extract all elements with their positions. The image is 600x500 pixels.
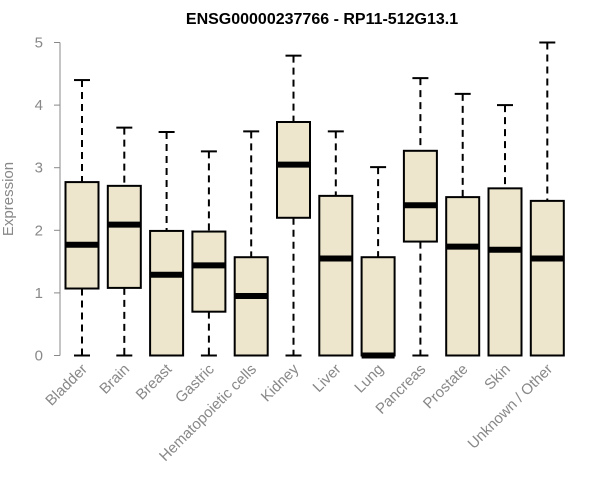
- box-4: [233, 130, 269, 357]
- y-tick-label: 3: [35, 160, 43, 177]
- box-9: [445, 92, 481, 357]
- box-10: [487, 104, 523, 357]
- y-tick-label: 2: [35, 222, 43, 239]
- y-axis-label: Expression: [0, 162, 17, 236]
- plot-area: [64, 41, 565, 359]
- iqr-box: [191, 230, 227, 313]
- x-tick-label: Skin: [481, 361, 514, 394]
- box-8: [402, 77, 438, 357]
- y-tick-label: 1: [35, 285, 43, 302]
- x-tick-label: Breast: [133, 360, 176, 403]
- iqr-box: [402, 149, 438, 243]
- iqr-box: [318, 194, 354, 357]
- box-1: [106, 126, 142, 357]
- iqr-box: [487, 187, 523, 357]
- x-tick-label: Lung: [351, 361, 387, 397]
- iqr-box: [149, 229, 185, 357]
- iqr-box: [276, 121, 311, 219]
- box-5: [276, 54, 311, 357]
- iqr-box: [233, 256, 269, 357]
- x-tick-label: Brain: [96, 361, 133, 398]
- y-tick-label: 5: [35, 35, 43, 52]
- box-11: [529, 41, 565, 357]
- x-tick-label: Kidney: [258, 360, 303, 405]
- y-tick-label: 0: [35, 348, 43, 365]
- box-0: [64, 79, 100, 357]
- x-tick-label: Bladder: [42, 361, 91, 410]
- iqr-box: [64, 181, 100, 290]
- box-2: [149, 131, 185, 357]
- iqr-box: [106, 184, 142, 289]
- x-tick-label: Prostate: [420, 361, 472, 413]
- box-7: [360, 166, 396, 359]
- iqr-box: [529, 199, 565, 357]
- iqr-box: [445, 196, 481, 357]
- iqr-box: [360, 256, 396, 357]
- box-3: [191, 150, 227, 357]
- x-tick-label: Liver: [310, 361, 345, 396]
- chart-title: ENSG00000237766 - RP11-512G13.1: [186, 11, 458, 28]
- box-6: [318, 130, 354, 357]
- y-axis: 0 1 2 3 4 5: [35, 35, 61, 365]
- y-tick-label: 4: [35, 97, 43, 114]
